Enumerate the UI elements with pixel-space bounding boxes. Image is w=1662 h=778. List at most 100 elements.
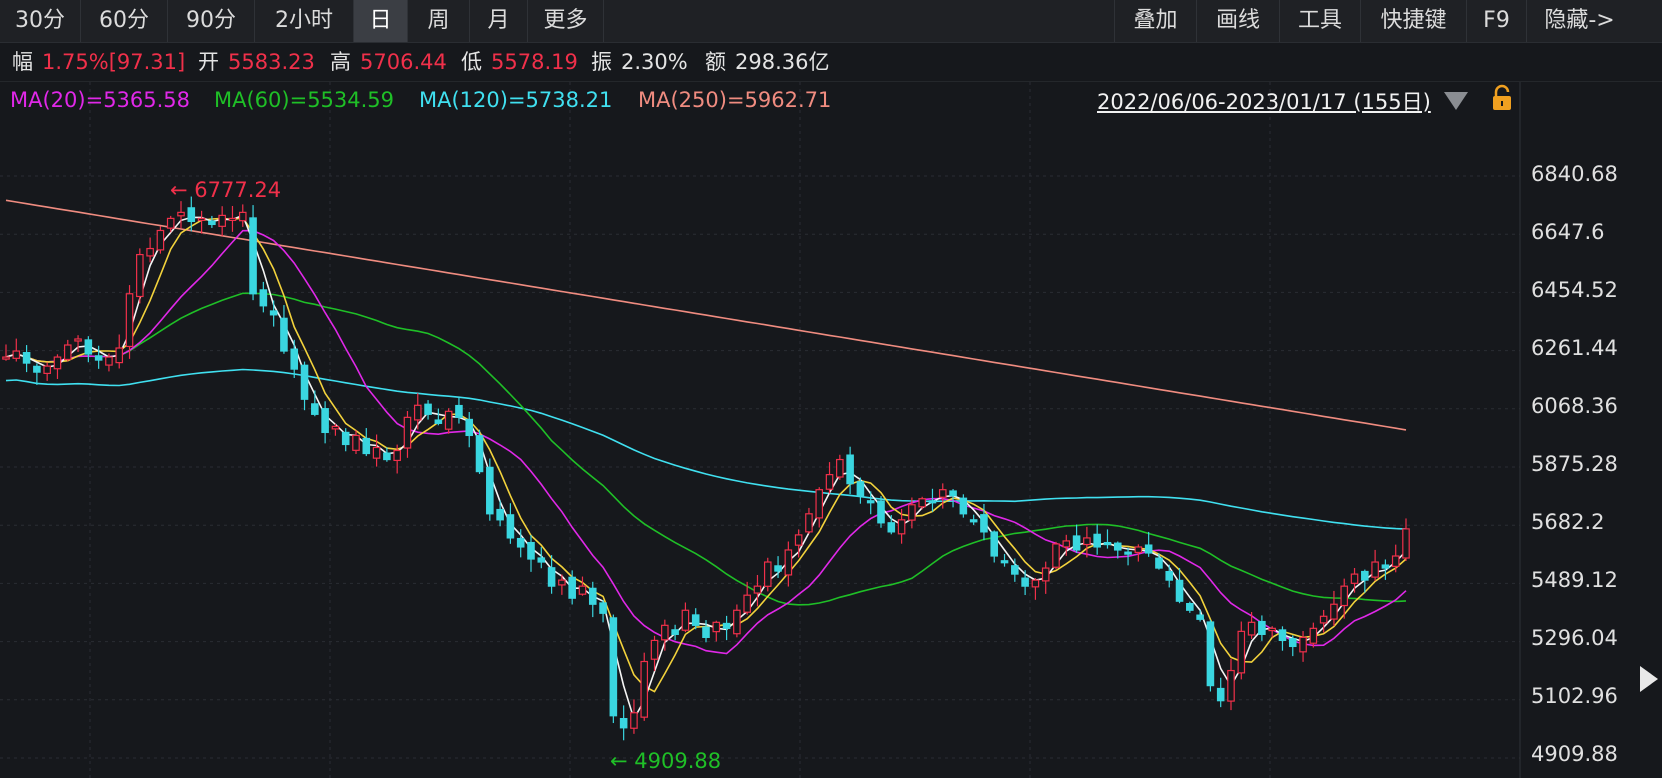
candle-body [640, 660, 649, 718]
overlay-button[interactable]: 叠加 [1114, 0, 1196, 42]
period-day-button[interactable]: 日 [354, 0, 408, 42]
y-tick-label: 6454.52 [1531, 278, 1618, 302]
candle-body [84, 339, 93, 355]
date-range-label[interactable]: 2022/06/06-2023/01/17 (155日) [1097, 90, 1431, 114]
candle-body [1247, 621, 1256, 636]
tools-button[interactable]: 工具 [1279, 0, 1360, 42]
expand-right-icon[interactable] [1638, 664, 1660, 694]
candle-body [908, 504, 916, 521]
candle-body [1350, 573, 1359, 584]
candle-body [249, 217, 257, 295]
candle-body [383, 452, 391, 461]
candle-body [166, 217, 175, 229]
amplitude-label: 振 [591, 50, 612, 74]
candle-body [928, 500, 937, 504]
draw-line-button[interactable]: 画线 [1196, 0, 1279, 42]
candle-body [424, 403, 432, 415]
candle-body [94, 355, 103, 361]
candle-body [331, 425, 340, 430]
kline-svg[interactable] [0, 82, 1662, 778]
candle-body [702, 626, 710, 638]
candle-body [1134, 546, 1143, 554]
kline-chart-area[interactable] [0, 82, 1662, 778]
candle-body [434, 419, 443, 424]
ma20-legend: MA(20)=5365.58 [10, 88, 191, 112]
quote-stats-bar: 幅 1.75%[97.31] 开 5583.23 高 5706.44 低 557… [0, 43, 1662, 82]
candle-body [836, 458, 844, 478]
candle-body [403, 416, 412, 449]
candle-body [599, 602, 607, 614]
candle-body [712, 621, 721, 633]
candle-body [1093, 533, 1101, 548]
candle-body [1330, 603, 1338, 620]
period-2h-button[interactable]: 2小时 [255, 0, 354, 42]
f9-button[interactable]: F9 [1466, 0, 1526, 42]
candle-body [794, 534, 803, 546]
candle-body [866, 500, 875, 504]
candle-body [558, 579, 566, 586]
period-toolbar: 30分 60分 90分 2小时 日 周 月 更多 叠加 画线 工具 快捷键 F9… [0, 0, 1662, 43]
candle-body [681, 609, 690, 631]
candle-body [722, 622, 731, 629]
candle-body [1391, 555, 1400, 567]
candle-body [290, 348, 299, 370]
shortcut-keys-button[interactable]: 快捷键 [1360, 0, 1466, 42]
high-marker-value: 6777.24 [194, 178, 282, 202]
candle-body [208, 220, 216, 226]
lock-icon[interactable] [1488, 84, 1516, 112]
period-90min-button[interactable]: 90分 [168, 0, 255, 42]
candle-body [269, 310, 278, 316]
candle-body [311, 403, 319, 415]
candle-body [619, 717, 628, 729]
candle-body [527, 541, 535, 560]
candle-body [516, 537, 525, 548]
candle-body [321, 408, 329, 434]
candle-body [280, 317, 288, 352]
candle-body [1186, 603, 1194, 611]
y-tick-label: 5489.12 [1531, 568, 1618, 592]
candle-body [372, 446, 381, 459]
candle-body [455, 404, 463, 418]
hide-panel-button[interactable]: 隐藏-> [1526, 0, 1632, 42]
candle-body [228, 217, 237, 222]
candle-body [1103, 541, 1112, 546]
candle-body [444, 410, 453, 430]
period-30min-button[interactable]: 30分 [0, 0, 81, 42]
ma250-legend: MA(250)=5962.71 [638, 88, 832, 112]
candle-body [1072, 535, 1081, 551]
candle-body [1155, 557, 1163, 569]
y-tick-label: 6840.68 [1531, 162, 1618, 186]
low-marker-value: 4909.88 [634, 749, 722, 773]
candle-body [949, 490, 957, 497]
period-60min-button[interactable]: 60分 [81, 0, 168, 42]
y-tick-label: 6068.36 [1531, 394, 1618, 418]
candle-body [352, 434, 360, 451]
candle-body [537, 557, 546, 563]
candle-body [763, 561, 772, 587]
candle-body [691, 614, 700, 626]
candle-body [1113, 542, 1122, 551]
candle-body [475, 435, 484, 473]
period-week-button[interactable]: 周 [408, 0, 470, 42]
candle-body [1011, 565, 1019, 575]
candle-body [156, 229, 165, 251]
high-value: 5706.44 [360, 50, 447, 74]
change-value: 1.75%[97.31] [42, 50, 186, 74]
candle-body [22, 352, 31, 364]
candle-body [1124, 551, 1132, 555]
candle-body [465, 418, 474, 437]
candle-body [990, 531, 999, 557]
candle-body [980, 514, 988, 533]
period-month-button[interactable]: 月 [470, 0, 528, 42]
candle-body [74, 338, 82, 342]
y-tick-label: 4909.88 [1531, 742, 1618, 766]
ma120-line [5, 368, 1407, 530]
ma120-legend: MA(120)=5738.21 [419, 88, 613, 112]
candle-body [146, 247, 154, 257]
candle-body [969, 519, 978, 523]
range-dropdown-icon[interactable] [1442, 90, 1470, 112]
candle-body [630, 712, 638, 729]
period-more-button[interactable]: 更多 [528, 0, 604, 42]
candle-body [877, 500, 885, 524]
amount-value: 298.36亿 [735, 50, 830, 74]
